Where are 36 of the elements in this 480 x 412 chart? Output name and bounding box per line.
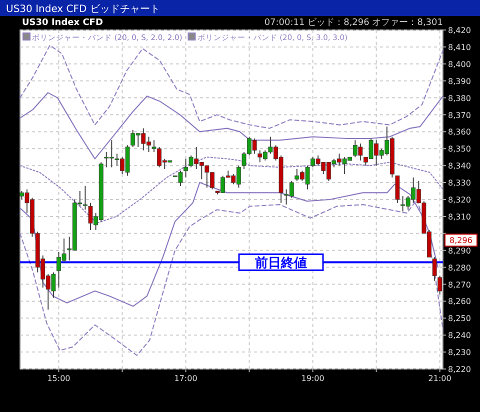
- y-tick-label: 8,350: [448, 144, 471, 154]
- line-series: [19, 44, 444, 129]
- candlestick: [395, 175, 400, 204]
- annotation: 8,296: [450, 236, 472, 246]
- candlestick: [432, 256, 437, 282]
- candlestick: [83, 185, 88, 210]
- y-tick-label: 8,280: [448, 263, 471, 272]
- text: 07:00:11 ビッド：8,296 オファー：8,301: [264, 17, 443, 28]
- y-tick-label: 8,310: [448, 212, 471, 222]
- y-tick-label: 8,400: [448, 60, 471, 69]
- x-tick-label: 17:00: [174, 374, 198, 383]
- y-tick-label: 8,230: [448, 348, 471, 358]
- y-tick-label: 8,390: [448, 76, 471, 86]
- y-tick-label: 8,370: [448, 110, 471, 120]
- ref-line-label: 前日終値: [254, 256, 307, 272]
- y-tick-label: 8,250: [448, 314, 471, 324]
- y-tick-label: 8,240: [448, 331, 471, 340]
- y-tick-label: 8,420: [448, 26, 471, 35]
- x-tick-label: 15:00: [47, 374, 70, 383]
- chart-title: US30 Index CFD ビッドチャート: [6, 4, 160, 15]
- x-tick-label: 19:00: [301, 374, 324, 383]
- y-tick-label: 8,330: [448, 178, 471, 188]
- x-tick-label: 21:00: [428, 374, 452, 383]
- y-tick-label: 8,270: [448, 280, 471, 290]
- y-tick-label: 8,220: [448, 365, 471, 374]
- y-tick-label: 8,380: [448, 94, 471, 103]
- candlestick: [184, 158, 188, 178]
- y-tick-label: 8,360: [448, 128, 471, 137]
- y-tick-label: 8,260: [448, 297, 471, 306]
- y-tick-label: 8,410: [448, 42, 471, 52]
- line-series: [19, 92, 444, 160]
- line-series: [19, 156, 444, 224]
- chart-subtitle: US30 Index CFD: [22, 18, 103, 28]
- y-tick-label: 8,290: [448, 246, 471, 256]
- y-tick-label: 8,320: [448, 196, 471, 204]
- y-tick-label: 8,340: [448, 162, 471, 171]
